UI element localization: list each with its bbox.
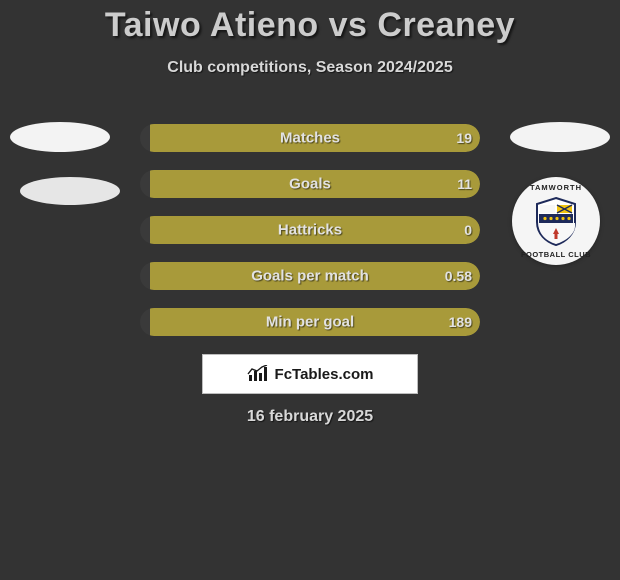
bar-label: Hattricks — [278, 222, 342, 239]
bar-value-right: 0 — [464, 222, 472, 238]
bar-left-fill — [140, 216, 150, 244]
bar-label: Goals per match — [251, 268, 369, 285]
bar-value-right: 19 — [456, 130, 472, 146]
player-right-avatar-1 — [510, 122, 610, 152]
bar-label: Matches — [280, 130, 340, 147]
badge-top-text: TAMWORTH — [530, 183, 582, 192]
chart-icon — [247, 365, 269, 383]
stat-bar: Matches 19 — [140, 124, 480, 152]
page-title: Taiwo Atieno vs Creaney — [0, 0, 620, 45]
badge-bottom-text: FOOTBALL CLUB — [521, 250, 591, 259]
stat-bar: Hattricks 0 — [140, 216, 480, 244]
player-left-avatar-1 — [10, 122, 110, 152]
bar-label: Goals — [289, 176, 331, 193]
shield-icon — [533, 196, 579, 246]
player-left-avatar-2 — [20, 177, 120, 205]
club-badge: TAMWORTH FOOTBALL CLUB — [512, 177, 600, 265]
stat-bar: Min per goal 189 — [140, 308, 480, 336]
bar-left-fill — [140, 308, 150, 336]
subtitle: Club competitions, Season 2024/2025 — [0, 59, 620, 77]
date-text: 16 february 2025 — [0, 408, 620, 426]
branding-box[interactable]: FcTables.com — [202, 354, 418, 394]
bar-value-right: 0.58 — [445, 268, 472, 284]
branding-text: FcTables.com — [275, 366, 374, 383]
bar-left-fill — [140, 170, 150, 198]
bar-left-fill — [140, 124, 150, 152]
bar-label: Min per goal — [266, 314, 354, 331]
stat-bar: Goals 11 — [140, 170, 480, 198]
stat-bars: Matches 19 Goals 11 Hattricks 0 Goals per matc… — [140, 124, 480, 354]
bar-value-right: 11 — [457, 176, 472, 192]
bar-left-fill — [140, 262, 150, 290]
bar-value-right: 189 — [449, 314, 472, 330]
stat-bar: Goals per match 0.58 — [140, 262, 480, 290]
